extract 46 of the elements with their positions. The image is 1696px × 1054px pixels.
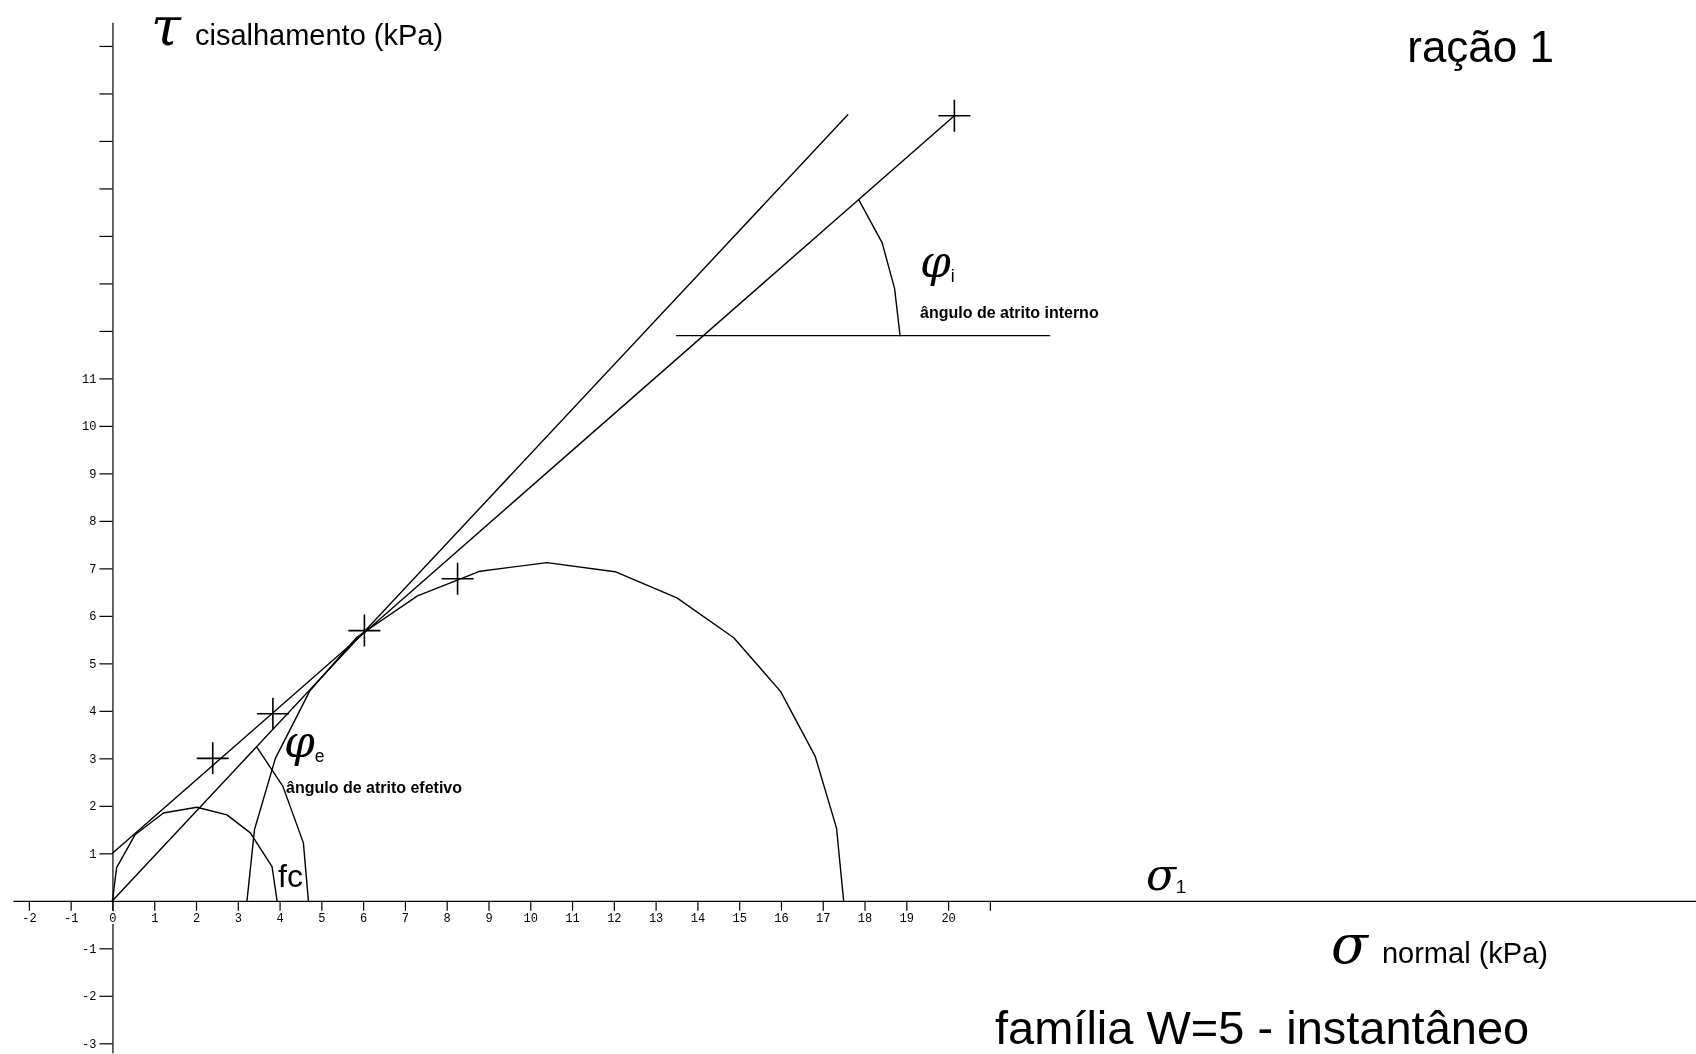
y-tick-label: 3 (89, 752, 97, 767)
chart-title: ração 1 (1407, 22, 1554, 71)
annotation: ângulo de atrito interno (920, 304, 1099, 321)
x-tick-label: 14 (690, 912, 706, 927)
x-tick-label: 4 (276, 912, 284, 927)
y-tick-label: -1 (82, 942, 97, 957)
x-tick-label: 9 (485, 912, 493, 927)
y-tick-label: 2 (89, 800, 97, 815)
y-tick-label: 7 (89, 562, 97, 577)
x-tick-label: 11 (565, 912, 580, 927)
x-tick-label: 13 (648, 912, 664, 927)
x-tick-label: 8 (443, 912, 451, 927)
y-tick-label: 10 (82, 420, 97, 435)
x-tick-label: 7 (401, 912, 410, 927)
x-tick-label: 18 (857, 912, 873, 927)
annotation: σ₁ (1146, 849, 1187, 900)
x-tick-label: 15 (732, 912, 747, 927)
y-tick-label: -2 (82, 990, 97, 1005)
annotation: fc (278, 858, 303, 894)
y-tick-label: 8 (89, 515, 97, 530)
y-tick-label: -3 (82, 1037, 97, 1052)
text: família W=5 - instantâneo (995, 1001, 1530, 1054)
y-tick-label: 11 (82, 372, 97, 387)
x-tick-label: 17 (816, 912, 831, 927)
x-tick-label: 2 (192, 912, 201, 927)
x-tick-label: 5 (318, 912, 326, 927)
x-tick-label: 1 (151, 912, 159, 927)
x-tick-label: 16 (774, 912, 789, 927)
x-tick-label: 20 (941, 912, 956, 927)
y-tick-label: 4 (89, 705, 97, 720)
x-tick-label: 6 (360, 912, 368, 927)
x-tick-label: 12 (607, 912, 622, 927)
x-axis-title: σ normal (kPa) (1331, 913, 1548, 976)
y-tick-label: 1 (89, 847, 97, 862)
x-tick-label: 10 (523, 912, 538, 927)
annotation: φ$_{e}$ (284, 716, 325, 767)
annotation: ângulo de atrito efetivo (286, 779, 463, 796)
y-axis-title: τ cisalhamento (kPa) (151, 0, 444, 58)
x-tick-label: 19 (899, 912, 915, 927)
y-tick-label: 5 (89, 657, 97, 672)
y-tick-label: 6 (89, 610, 97, 625)
y-tick-label: 9 (89, 467, 97, 482)
x-tick-label: -1 (63, 912, 79, 927)
x-tick-label: -2 (22, 912, 37, 927)
annotation: φ$_{i}$ (920, 236, 955, 287)
x-tick-label: 3 (234, 912, 242, 927)
